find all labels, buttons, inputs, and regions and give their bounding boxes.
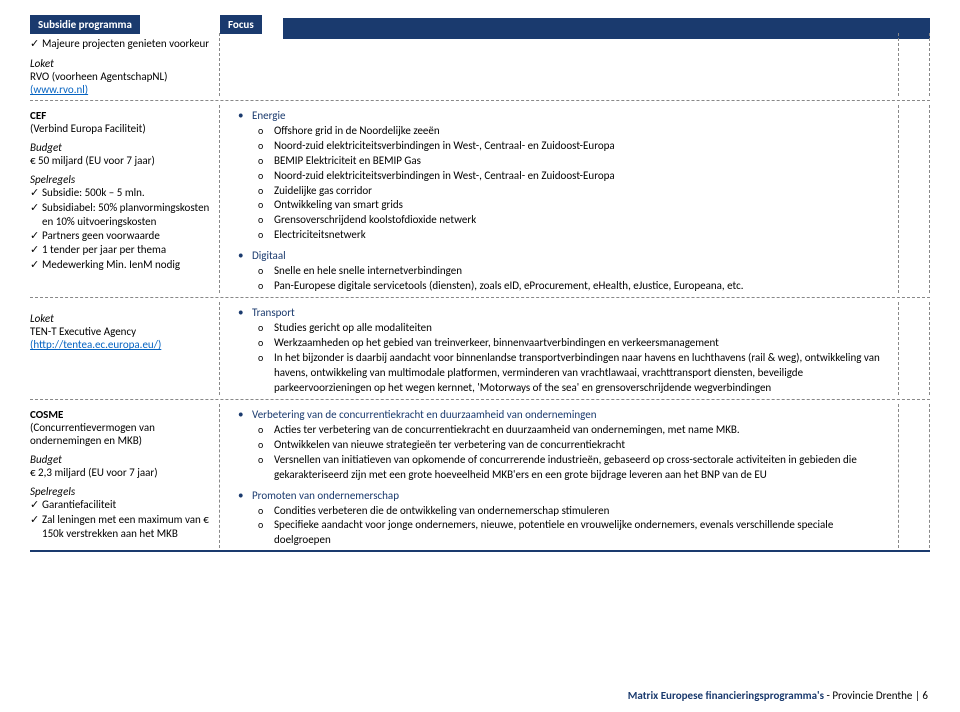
header-right-label: Focus <box>220 15 262 34</box>
cef-spel-item-1: Subsidiabel: 50% planvormingskosten en 1… <box>30 201 213 230</box>
digitaal-item-0: Snelle en hele snelle internetverbinding… <box>238 264 929 279</box>
cosme-title: COSME <box>30 408 213 421</box>
spelregels-header-2: Spelregels <box>30 485 213 498</box>
row-1: Majeure projecten genieten voorkeur Loke… <box>30 33 930 96</box>
energie-item-5: Ontwikkeling van smart grids <box>238 198 929 213</box>
spelregels-header: Spelregels <box>30 173 213 186</box>
loket-header-2: Loket <box>30 312 213 325</box>
check-majeure: Majeure projecten genieten voorkeur <box>30 37 213 51</box>
row-transport: Loket TEN-T Executive Agency (http://ten… <box>30 302 930 395</box>
loket-agency-2: TEN-T Executive Agency <box>30 325 213 338</box>
cef-subtitle: (Verbind Europa Faciliteit) <box>30 122 213 135</box>
transport-header: Transport <box>238 306 929 321</box>
energie-item-4: Zuidelijke gas corridor <box>238 184 929 199</box>
transport-item-2: In het bijzonder is daarbij aandacht voo… <box>238 351 929 396</box>
budget-header: Budget <box>30 141 213 154</box>
row-cef: CEF (Verbind Europa Faciliteit) Budget €… <box>30 105 930 293</box>
energie-header: Energie <box>238 109 929 124</box>
table-header: Subsidie programma Focus <box>30 18 930 31</box>
promo-header: Promoten van ondernemerschap <box>238 489 929 504</box>
energie-item-6: Grensoverschrijdend koolstofdioxide netw… <box>238 213 929 228</box>
cef-spel-item-4: Medewerking Min. IenM nodig <box>30 258 213 272</box>
cef-title: CEF <box>30 109 213 122</box>
loket-link[interactable]: (www.rvo.nl) <box>30 83 213 96</box>
verbeter-item-1: Ontwikkelen van nieuwe strategieën ter v… <box>238 438 929 453</box>
budget-value-2: € 2,3 miljard (EU voor 7 jaar) <box>30 466 213 479</box>
digitaal-header: Digitaal <box>238 249 929 264</box>
footer-title: Matrix Europese financieringsprogramma's <box>628 689 824 702</box>
cosme-spel-item-1: Zal leningen met een maximum van € 150k … <box>30 513 213 542</box>
transport-item-0: Studies gericht op alle modaliteiten <box>238 321 929 336</box>
loket-agency: RVO (voorheen AgentschapNL) <box>30 70 213 83</box>
digitaal-item-1: Pan-Europese digitale servicetools (dien… <box>238 279 929 294</box>
promo-item-1: Specifieke aandacht voor jonge onderneme… <box>238 518 929 548</box>
energie-item-2: BEMIP Elektriciteit en BEMIP Gas <box>238 154 929 169</box>
loket-header: Loket <box>30 57 213 70</box>
cef-spel-item-0: Subsidie: 500k – 5 mln. <box>30 186 213 200</box>
energie-item-7: Electriciteitsnetwerk <box>238 228 929 243</box>
budget-header-2: Budget <box>30 453 213 466</box>
budget-value: € 50 miljard (EU voor 7 jaar) <box>30 154 213 167</box>
page-footer: Matrix Europese financieringsprogramma's… <box>628 689 928 702</box>
verbeter-header: Verbetering van de concurrentiekracht en… <box>238 408 929 423</box>
verbeter-item-2: Versnellen van initiatieven van opkomend… <box>238 453 929 483</box>
cosme-subtitle: (Concurrentievermogen van ondernemingen … <box>30 421 213 447</box>
footer-rest: - Provincie Drenthe | 6 <box>824 689 928 702</box>
transport-item-1: Werkzaamheden op het gebied van treinver… <box>238 336 929 351</box>
cosme-spel-item-0: Garantiefaciliteit <box>30 498 213 512</box>
loket-link-2[interactable]: (http://tentea.ec.europa.eu/) <box>30 338 213 351</box>
energie-item-3: Noord-zuid elektriciteitsverbindingen in… <box>238 169 929 184</box>
verbeter-item-0: Acties ter verbetering van de concurrent… <box>238 423 929 438</box>
header-left-label: Subsidie programma <box>30 15 140 34</box>
energie-item-0: Offshore grid in de Noordelijke zeeën <box>238 124 929 139</box>
promo-item-0: Condities verbeteren die de ontwikkeling… <box>238 504 929 519</box>
row-cosme: COSME (Concurrentievermogen van ondernem… <box>30 404 930 548</box>
cef-spel-item-3: 1 tender per jaar per thema <box>30 243 213 257</box>
cef-spel-item-2: Partners geen voorwaarde <box>30 229 213 243</box>
energie-item-1: Noord-zuid elektriciteitsverbindingen in… <box>238 139 929 154</box>
